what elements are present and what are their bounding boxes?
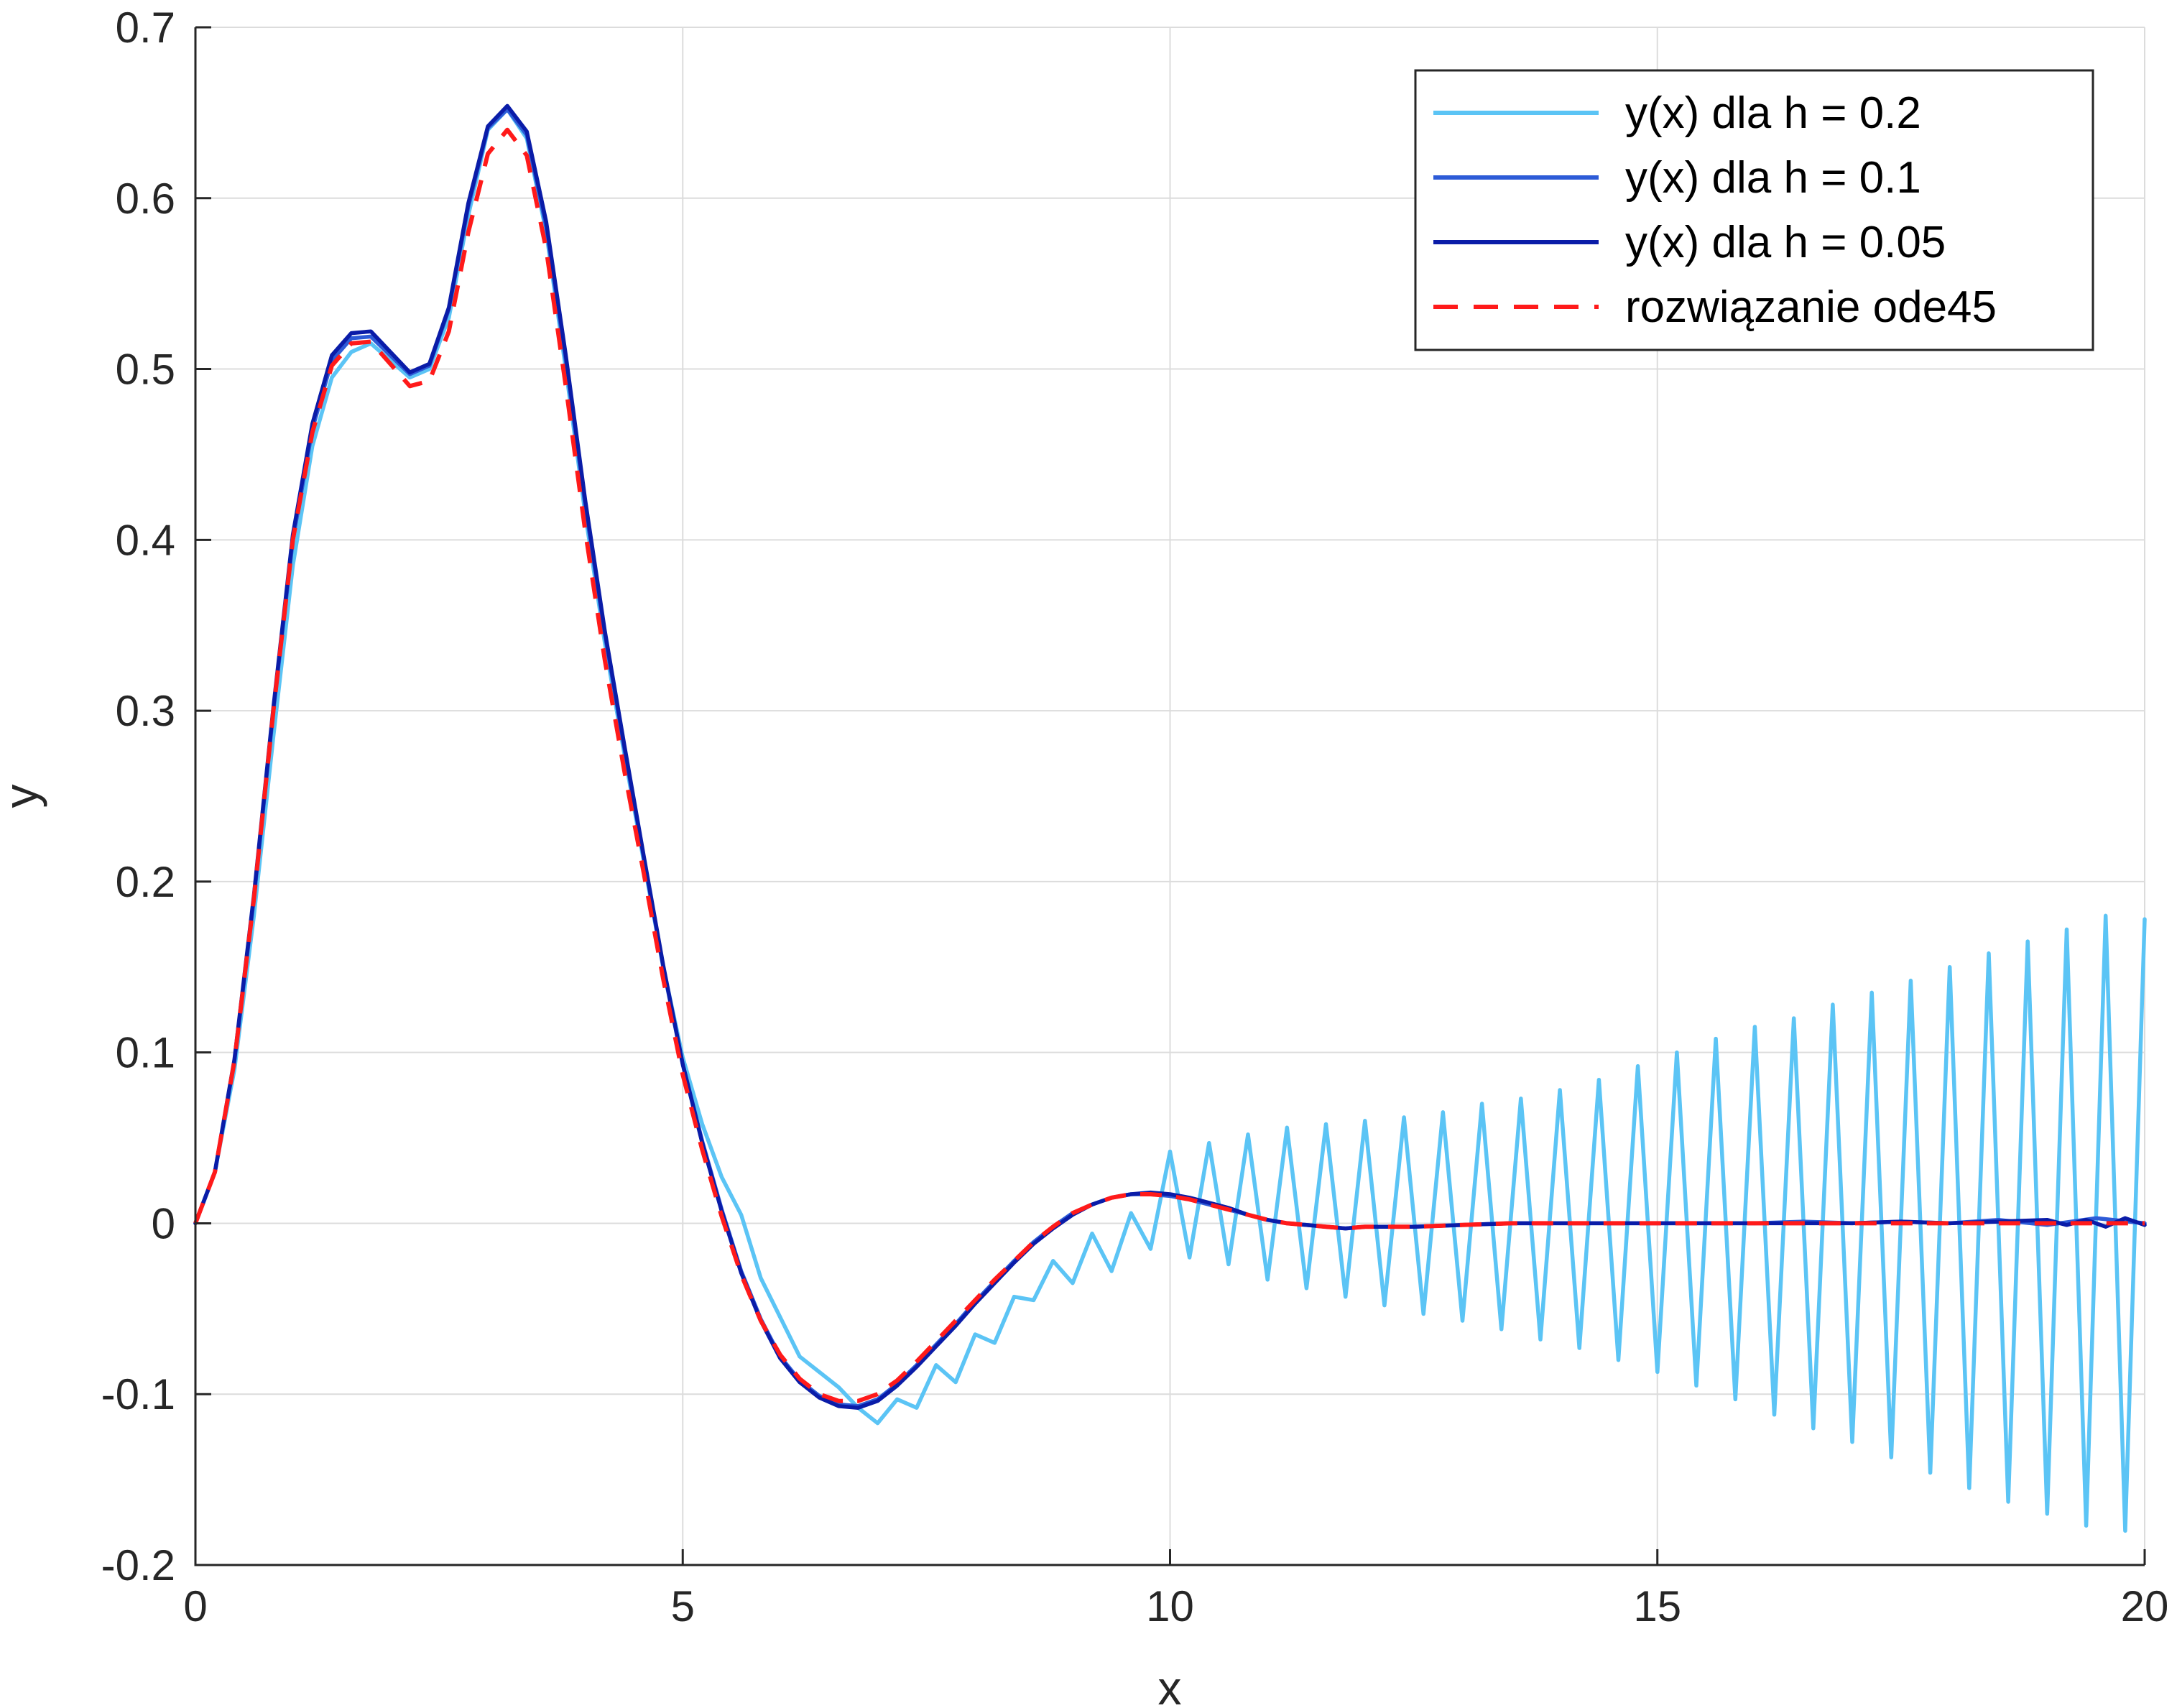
series-layer xyxy=(193,103,2147,1533)
legend-entry-h005: y(x) dla h = 0.05 xyxy=(1433,218,1946,267)
y-tick-label: 0.6 xyxy=(116,175,175,223)
legend-label-ode45: rozwiązanie ode45 xyxy=(1625,282,1997,332)
legend-entry-h02: y(x) dla h = 0.2 xyxy=(1433,88,1921,138)
grid xyxy=(195,27,2145,1565)
x-tick-label: 15 xyxy=(1633,1582,1681,1630)
legend-label-h01: y(x) dla h = 0.1 xyxy=(1625,153,1921,203)
legend-box xyxy=(1414,69,2094,351)
y-axis-label: y xyxy=(0,785,47,808)
legend-entry-h01: y(x) dla h = 0.1 xyxy=(1433,153,1921,203)
legend-label-h02: y(x) dla h = 0.2 xyxy=(1625,88,1921,138)
x-tick-label: 5 xyxy=(671,1582,695,1630)
y-tick-label: 0.5 xyxy=(116,346,175,394)
legend-entry-ode45: rozwiązanie ode45 xyxy=(1433,282,1997,332)
y-tick-label: 0.3 xyxy=(116,687,175,735)
legend-label-h005: y(x) dla h = 0.05 xyxy=(1625,218,1946,267)
x-tick-label: 10 xyxy=(1146,1582,1194,1630)
legend: y(x) dla h = 0.2 y(x) dla h = 0.1 y(x) d… xyxy=(1414,69,2094,351)
x-tick-label: 20 xyxy=(2121,1582,2169,1630)
y-tick-label: 0.2 xyxy=(116,858,175,906)
y-tick-label: 0.1 xyxy=(116,1029,175,1077)
y-tick-label: 0.4 xyxy=(116,516,175,564)
y-tick-label: 0 xyxy=(152,1199,175,1247)
ticks: 0 5 10 15 20 -0.2 -0.1 0 0.1 0.2 0.3 0.4 0.5 0.6 0.7 xyxy=(101,4,2169,1630)
y-tick-label: 0.7 xyxy=(116,4,175,52)
y-tick-label: -0.1 xyxy=(101,1370,175,1418)
y-tick-label: -0.2 xyxy=(101,1541,175,1589)
x-axis-label: x xyxy=(1158,1661,1182,1708)
x-tick-label: 0 xyxy=(183,1582,207,1630)
